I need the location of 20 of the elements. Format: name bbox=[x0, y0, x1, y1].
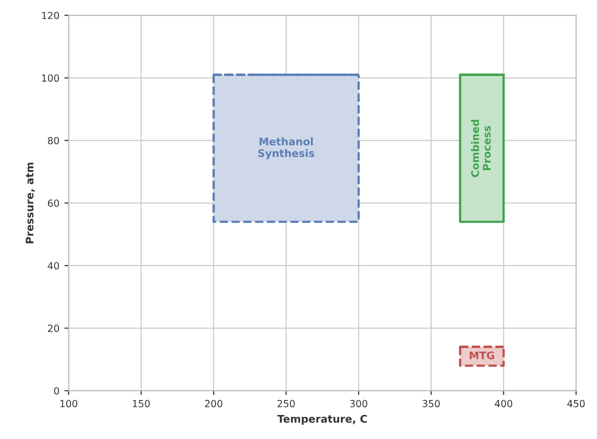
y-tick-label: 60 bbox=[48, 200, 59, 207]
y-tick-label: 100 bbox=[42, 74, 59, 82]
y-tick-label: 120 bbox=[42, 12, 59, 20]
x-tick-label: 400 bbox=[494, 400, 512, 408]
x-tick-label: 100 bbox=[60, 400, 78, 408]
y-tick-label: 0 bbox=[54, 387, 59, 395]
y-tick-label: 80 bbox=[48, 136, 59, 144]
y-axis-title: Pressure, atm bbox=[26, 162, 35, 244]
x-tick-label: 350 bbox=[422, 400, 440, 408]
text: Combined Process bbox=[470, 120, 491, 178]
text: Methanol Synthesis bbox=[258, 137, 314, 160]
x-tick-label: 200 bbox=[205, 400, 222, 408]
x-tick-label: 250 bbox=[278, 400, 295, 408]
x-axis-title: Temperature, C bbox=[277, 414, 367, 425]
y-tick-label: 40 bbox=[48, 262, 59, 270]
x-tick-label: 450 bbox=[567, 400, 585, 408]
x-tick-label: 300 bbox=[350, 400, 368, 408]
y-tick-label: 20 bbox=[48, 324, 59, 332]
series-label: MTG bbox=[470, 351, 494, 360]
x-tick-label: 150 bbox=[132, 400, 150, 408]
